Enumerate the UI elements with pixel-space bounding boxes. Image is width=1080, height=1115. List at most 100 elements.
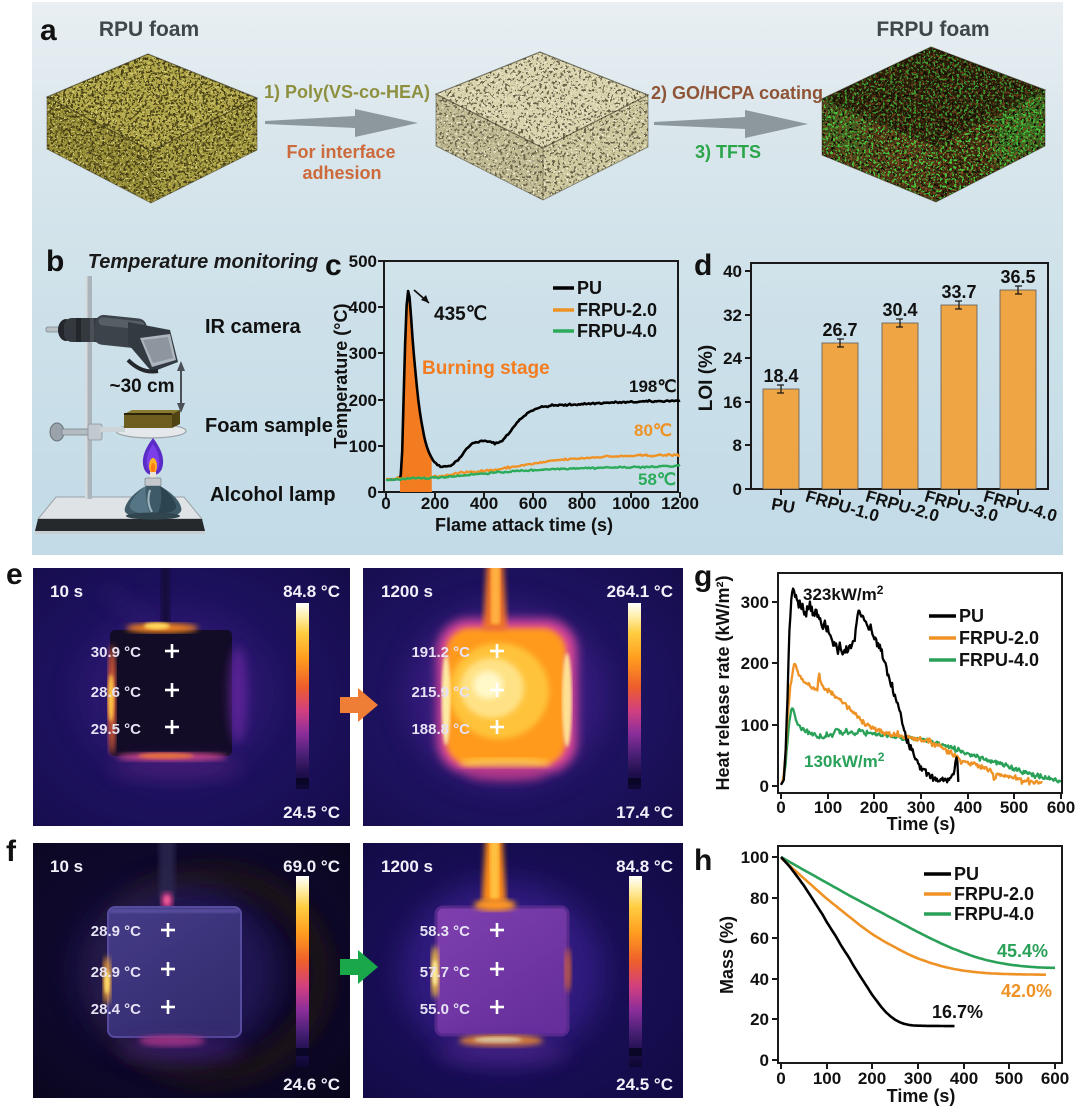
svg-text:200: 200 bbox=[860, 798, 888, 817]
svg-text:16.7%: 16.7% bbox=[932, 1002, 983, 1022]
svg-text:300: 300 bbox=[741, 593, 769, 612]
svg-text:84.8 °C: 84.8 °C bbox=[283, 582, 340, 601]
svg-text:b: b bbox=[46, 245, 64, 278]
svg-text:264.1 °C: 264.1 °C bbox=[607, 582, 673, 601]
svg-text:600: 600 bbox=[1041, 1069, 1069, 1088]
svg-text:42.0%: 42.0% bbox=[1001, 981, 1052, 1001]
svg-text:FRPU-4.0: FRPU-4.0 bbox=[954, 904, 1034, 924]
svg-text:200: 200 bbox=[741, 654, 769, 673]
svg-text:40: 40 bbox=[723, 262, 742, 281]
svg-text:0: 0 bbox=[776, 798, 785, 817]
svg-text:300: 300 bbox=[904, 1069, 932, 1088]
svg-text:800: 800 bbox=[568, 494, 596, 513]
svg-text:58℃: 58℃ bbox=[638, 470, 676, 489]
svg-text:28.6 °C: 28.6 °C bbox=[91, 684, 141, 701]
svg-text:RPU foam: RPU foam bbox=[99, 18, 199, 41]
svg-text:LOI (%): LOI (%) bbox=[696, 345, 717, 412]
svg-text:20: 20 bbox=[750, 1010, 769, 1029]
svg-text:200: 200 bbox=[421, 494, 449, 513]
svg-text:36.5: 36.5 bbox=[1000, 267, 1035, 287]
svg-text:2) GO/HCPA coating: 2) GO/HCPA coating bbox=[651, 83, 823, 103]
svg-text:26.7: 26.7 bbox=[822, 320, 857, 340]
svg-text:FRPU-4.0: FRPU-4.0 bbox=[577, 321, 657, 341]
svg-text:1200: 1200 bbox=[661, 494, 699, 513]
svg-text:500: 500 bbox=[349, 252, 377, 271]
svg-text:Time (s): Time (s) bbox=[887, 1086, 956, 1106]
svg-text:58.3 °C: 58.3 °C bbox=[420, 923, 470, 940]
svg-text:28.9 °C: 28.9 °C bbox=[91, 964, 141, 981]
svg-text:0: 0 bbox=[760, 1051, 769, 1070]
svg-text:3) TFTS: 3) TFTS bbox=[695, 142, 761, 162]
svg-text:0: 0 bbox=[776, 1069, 785, 1088]
svg-text:215.9 °C: 215.9 °C bbox=[411, 684, 470, 701]
svg-text:435℃: 435℃ bbox=[434, 304, 487, 325]
svg-text:30.9 °C: 30.9 °C bbox=[91, 644, 141, 661]
svg-text:400: 400 bbox=[954, 798, 982, 817]
svg-text:17.4 °C: 17.4 °C bbox=[616, 803, 673, 822]
svg-text:57.7 °C: 57.7 °C bbox=[420, 964, 470, 981]
svg-text:PU: PU bbox=[959, 606, 984, 626]
svg-text:500: 500 bbox=[995, 1069, 1023, 1088]
svg-text:g: g bbox=[694, 560, 712, 593]
svg-text:100: 100 bbox=[741, 848, 769, 867]
svg-text:300: 300 bbox=[349, 344, 377, 363]
svg-text:FRPU-2.0: FRPU-2.0 bbox=[959, 628, 1039, 648]
svg-text:18.4: 18.4 bbox=[763, 366, 798, 386]
svg-text:Time (s): Time (s) bbox=[887, 814, 956, 834]
svg-text:28.4 °C: 28.4 °C bbox=[91, 1001, 141, 1018]
svg-text:24.6 °C: 24.6 °C bbox=[283, 1075, 340, 1094]
svg-text:198℃: 198℃ bbox=[629, 377, 676, 396]
svg-text:130kW/m2: 130kW/m2 bbox=[804, 750, 885, 771]
svg-text:f: f bbox=[6, 835, 17, 868]
svg-text:FRPU foam: FRPU foam bbox=[876, 18, 989, 41]
svg-text:0: 0 bbox=[760, 777, 769, 796]
svg-text:45.4%: 45.4% bbox=[997, 941, 1048, 961]
svg-text:PU: PU bbox=[577, 278, 602, 298]
svg-text:200: 200 bbox=[858, 1069, 886, 1088]
svg-text:400: 400 bbox=[470, 494, 498, 513]
svg-text:200: 200 bbox=[349, 391, 377, 410]
svg-text:Mass (%): Mass (%) bbox=[717, 916, 737, 994]
svg-text:16: 16 bbox=[723, 393, 742, 412]
svg-text:1) Poly(VS-co-HEA): 1) Poly(VS-co-HEA) bbox=[264, 82, 430, 102]
svg-text:60: 60 bbox=[750, 929, 769, 948]
svg-text:FRPU-4.0: FRPU-4.0 bbox=[959, 650, 1039, 670]
svg-text:28.9 °C: 28.9 °C bbox=[91, 923, 141, 940]
svg-text:Temperature (°C): Temperature (°C) bbox=[331, 304, 351, 449]
svg-text:191.2 °C: 191.2 °C bbox=[411, 644, 470, 661]
svg-text:300: 300 bbox=[907, 798, 935, 817]
svg-text:10 s: 10 s bbox=[50, 582, 83, 601]
svg-text:100: 100 bbox=[741, 716, 769, 735]
svg-text:Flame attack time (s): Flame attack time (s) bbox=[435, 515, 613, 535]
svg-text:c: c bbox=[325, 249, 342, 282]
svg-text:Alcohol lamp: Alcohol lamp bbox=[210, 484, 336, 506]
svg-text:Foam sample: Foam sample bbox=[205, 415, 333, 437]
svg-text:24.5 °C: 24.5 °C bbox=[616, 1075, 673, 1094]
svg-text:24.5 °C: 24.5 °C bbox=[283, 803, 340, 822]
svg-text:100: 100 bbox=[813, 1069, 841, 1088]
svg-text:~30 cm: ~30 cm bbox=[110, 376, 175, 397]
svg-text:d: d bbox=[694, 249, 712, 282]
svg-text:80: 80 bbox=[750, 889, 769, 908]
svg-text:1000: 1000 bbox=[612, 494, 650, 513]
svg-text:188.8 °C: 188.8 °C bbox=[411, 721, 470, 738]
svg-text:40: 40 bbox=[750, 970, 769, 989]
svg-text:Temperature monitoring: Temperature monitoring bbox=[88, 251, 318, 273]
svg-text:e: e bbox=[6, 558, 23, 591]
svg-text:29.5 °C: 29.5 °C bbox=[91, 721, 141, 738]
svg-text:323kW/m2: 323kW/m2 bbox=[803, 583, 884, 604]
svg-text:0: 0 bbox=[733, 480, 742, 499]
svg-text:PU: PU bbox=[954, 864, 979, 884]
svg-text:For interface: For interface bbox=[286, 142, 395, 162]
svg-text:PU: PU bbox=[770, 494, 797, 517]
svg-text:100: 100 bbox=[814, 798, 842, 817]
svg-text:0: 0 bbox=[381, 494, 390, 513]
svg-text:1200 s: 1200 s bbox=[381, 582, 433, 601]
svg-text:IR camera: IR camera bbox=[205, 316, 301, 338]
svg-text:400: 400 bbox=[349, 298, 377, 317]
svg-text:Burning stage: Burning stage bbox=[422, 358, 550, 379]
svg-text:a: a bbox=[40, 14, 57, 47]
svg-text:600: 600 bbox=[1047, 798, 1075, 817]
svg-text:FRPU-2.0: FRPU-2.0 bbox=[577, 300, 657, 320]
svg-text:0: 0 bbox=[368, 483, 377, 502]
